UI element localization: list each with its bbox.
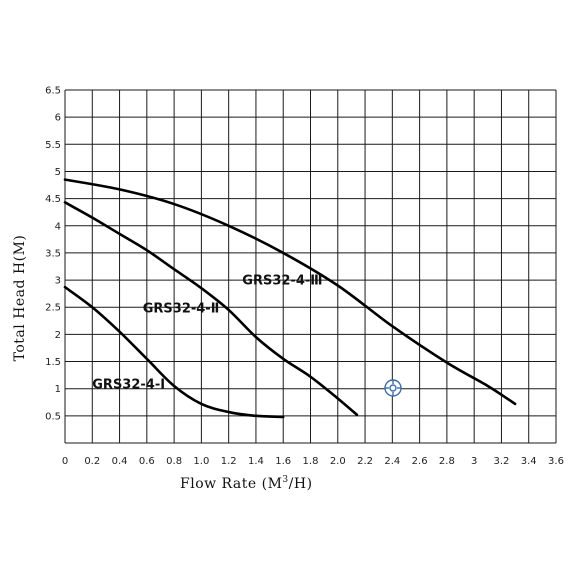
y-tick-label: 6.5 — [45, 86, 61, 97]
x-tick-label: 0.6 — [139, 456, 155, 467]
x-tick-label: 0.4 — [112, 456, 128, 467]
x-tick-label: 0 — [62, 456, 68, 467]
y-tick-label: 1.5 — [45, 357, 61, 368]
y-tick-label: 3 — [55, 276, 61, 287]
y-tick-label: 6 — [55, 113, 61, 124]
y-tick-label: 5 — [55, 167, 61, 178]
y-tick-label: 2.5 — [45, 303, 61, 314]
curve-label-2: GRS32-4-Ⅱ — [143, 302, 220, 317]
y-tick-label: 4.5 — [45, 194, 61, 205]
x-tick-label: 0.2 — [84, 456, 100, 467]
curve-label-3: GRS32-4-Ⅲ — [242, 273, 322, 288]
x-axis-label: Flow Rate (M3/H) — [180, 475, 313, 492]
y-tick-label: 3.5 — [45, 248, 61, 259]
x-tick-label: 2.4 — [384, 456, 400, 467]
x-tick-labels: 0 0.2 0.4 0.6 0.8 1.0 1.2 1.4 1.6 1.8 2.0 2.2 2.4 2.6… — [62, 456, 564, 467]
crosshair-icon[interactable] — [384, 379, 402, 397]
x-tick-label: 2.6 — [412, 456, 428, 467]
curve-label-1: GRS32-4-Ⅰ — [92, 378, 165, 393]
x-tick-label: 1.8 — [303, 456, 319, 467]
x-tick-label: 2.2 — [357, 456, 373, 467]
curve-labels: GRS32-4-Ⅰ GRS32-4-Ⅱ GRS32-4-Ⅲ — [92, 273, 322, 392]
curves — [63, 178, 517, 419]
x-tick-label: 1.4 — [248, 456, 264, 467]
x-tick-label: 3 — [471, 456, 477, 467]
x-tick-label: 2.0 — [330, 456, 346, 467]
x-tick-label: 1.0 — [193, 456, 209, 467]
curve-series-2 — [63, 201, 359, 417]
x-tick-label: 1.2 — [221, 456, 237, 467]
y-tick-label: 2 — [55, 330, 61, 341]
y-tick-label: 5.5 — [45, 140, 61, 151]
y-tick-label: 4 — [55, 221, 61, 232]
x-tick-label: 3.4 — [521, 456, 537, 467]
x-tick-label: 1.6 — [275, 456, 291, 467]
grid — [64, 89, 557, 444]
x-tick-label: 3.2 — [493, 456, 509, 467]
y-tick-label: 0.5 — [45, 411, 61, 422]
y-axis-label: Total Head H(M) — [12, 235, 28, 362]
x-tick-label: 3.6 — [548, 456, 564, 467]
x-tick-label: 2.8 — [439, 456, 455, 467]
y-tick-labels: 0.5 1 1.5 2 2.5 3 3.5 4 4.5 5 5.5 6 6.5 — [45, 86, 61, 423]
curve-series-3 — [63, 178, 517, 406]
curve-series-1 — [63, 285, 285, 419]
x-tick-label: 0.8 — [166, 456, 182, 467]
y-tick-label: 1 — [55, 384, 61, 395]
